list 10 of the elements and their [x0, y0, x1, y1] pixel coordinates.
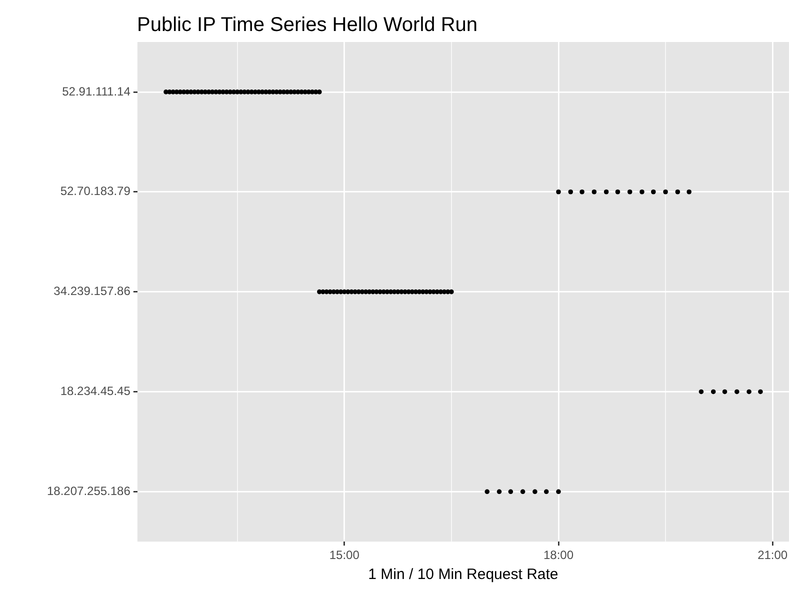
chart-title: Public IP Time Series Hello World Run: [137, 14, 478, 37]
x-axis-title: 1 Min / 10 Min Request Rate: [368, 566, 558, 584]
y-tick-label: 52.70.183.79: [60, 184, 131, 198]
y-tick-label: 34.239.157.86: [54, 284, 131, 298]
x-tick-label: 21:00: [758, 548, 788, 562]
x-tick-label: 15:00: [329, 548, 360, 562]
y-tick-label: 18.234.45.45: [60, 384, 131, 398]
x-tick-label: 18:00: [543, 548, 574, 562]
y-tick-label: 52.91.111.14: [62, 84, 131, 98]
y-tick-label: 18.207.255.186: [46, 484, 131, 498]
